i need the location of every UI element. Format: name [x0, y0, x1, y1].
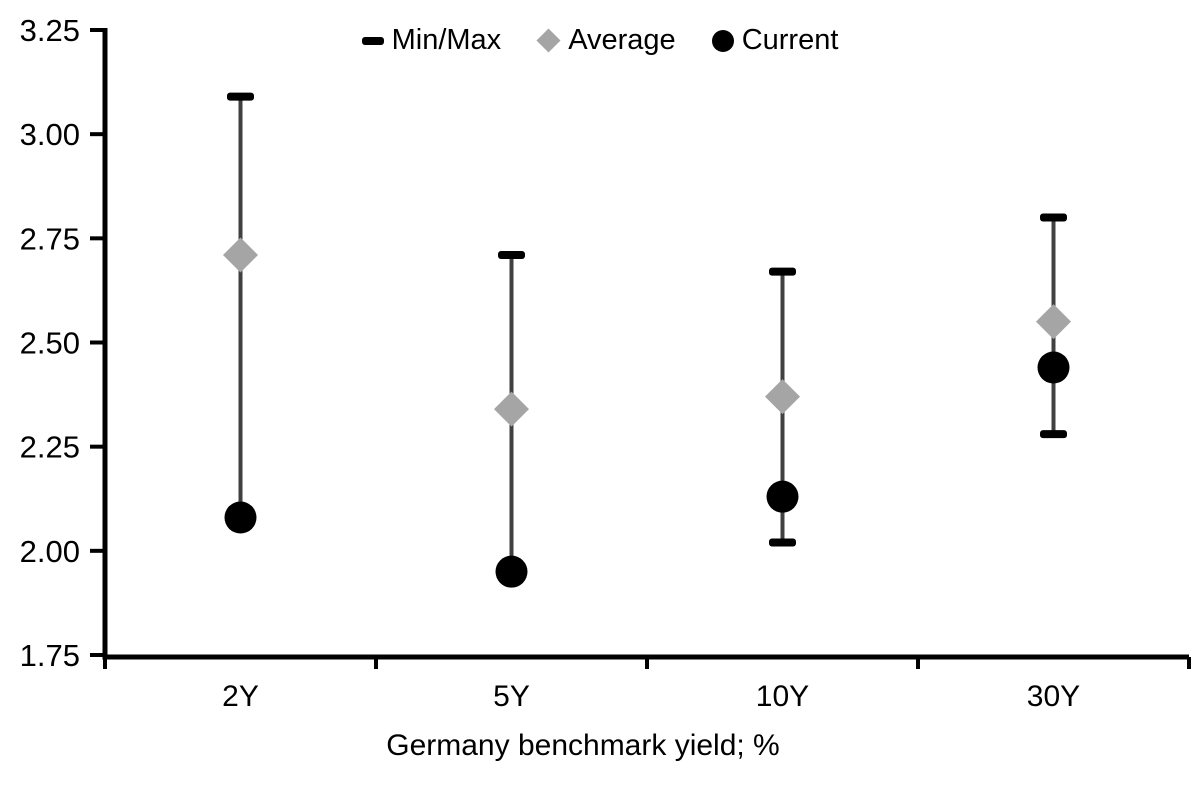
- current-circle-marker: [495, 555, 528, 588]
- y-axis-tick-label: 2.75: [20, 221, 80, 256]
- minmax-cap-marker: [1040, 213, 1067, 222]
- minmax-cap-marker: [769, 267, 796, 276]
- average-diamond-marker: [223, 237, 258, 273]
- minmax-cap-marker: [227, 92, 254, 101]
- x-axis-category-label: 2Y: [222, 680, 259, 713]
- average-diamond-marker: [1036, 304, 1071, 340]
- y-axis-tick-label: 1.75: [20, 638, 80, 673]
- average-diamond-marker: [494, 391, 529, 427]
- y-axis-tick-label: 2.25: [20, 430, 80, 465]
- x-axis-category-label: 30Y: [1027, 680, 1080, 713]
- current-circle-marker: [224, 501, 257, 534]
- minmax-cap-marker: [1040, 430, 1067, 439]
- current-circle-marker: [1037, 351, 1070, 384]
- y-axis-tick-label: 3.00: [20, 117, 80, 152]
- current-circle-marker: [766, 480, 799, 513]
- x-axis-category-label: 5Y: [493, 680, 530, 713]
- y-axis-tick-label: 2.00: [20, 534, 80, 569]
- y-axis-tick-label: 2.50: [20, 326, 80, 361]
- x-axis-category-label: 10Y: [756, 680, 809, 713]
- minmax-cap-marker: [498, 251, 525, 259]
- minmax-cap-marker: [769, 538, 796, 547]
- average-diamond-marker: [765, 379, 800, 415]
- y-axis-tick-label: 3.25: [20, 13, 80, 48]
